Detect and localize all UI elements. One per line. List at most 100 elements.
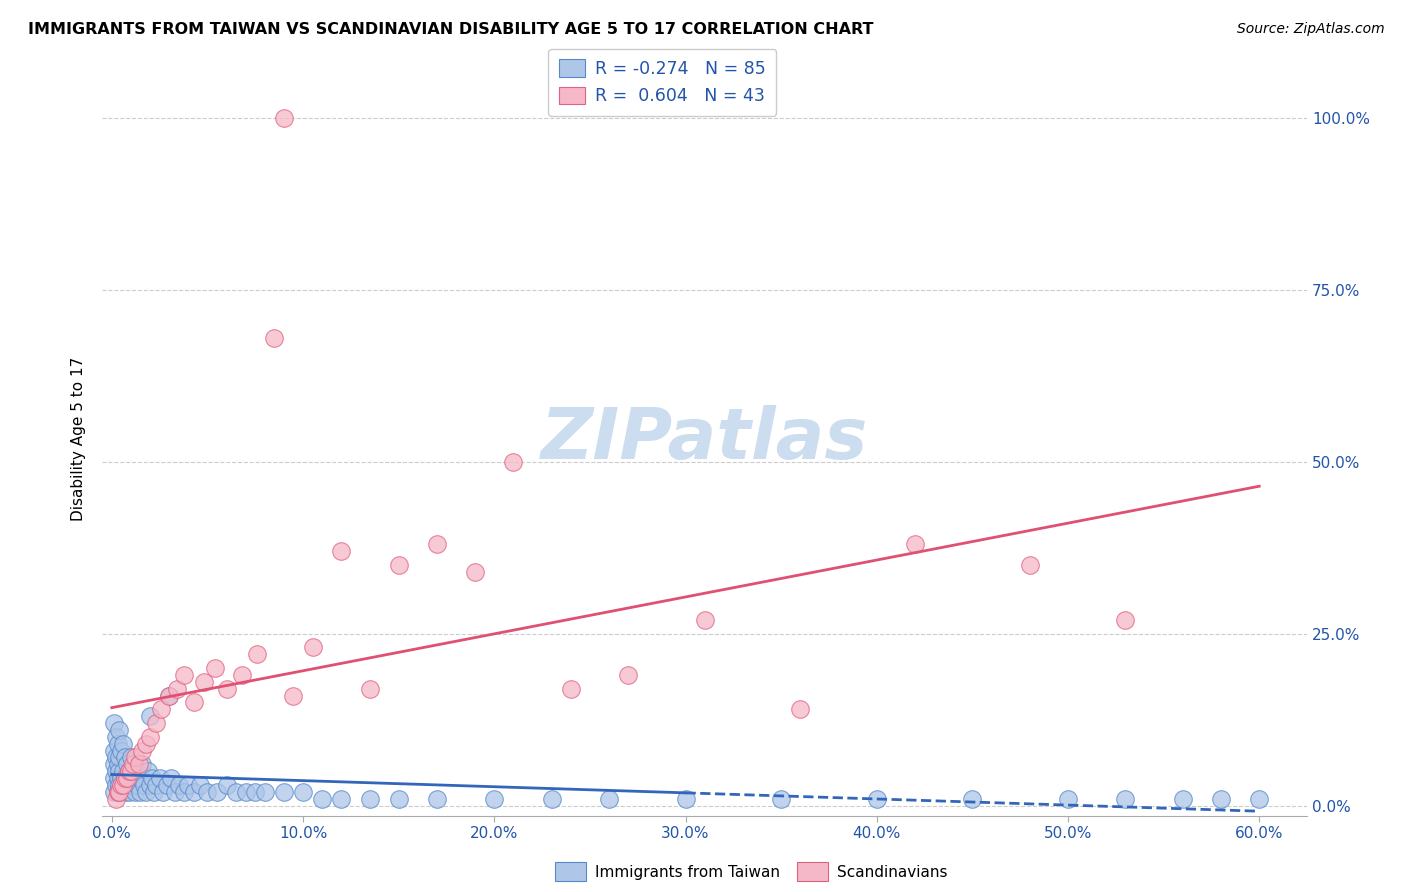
Point [426, 537, 449, 551]
Point [120, 750, 142, 764]
Text: ZIPatlas: ZIPatlas [541, 405, 869, 474]
Point [114, 750, 136, 764]
Point [157, 689, 180, 703]
Point [502, 455, 524, 469]
Point [1171, 791, 1194, 805]
Point [1057, 791, 1080, 805]
Point [112, 764, 135, 779]
Point [235, 785, 257, 799]
Point [484, 791, 506, 805]
Point [115, 771, 138, 785]
Point [311, 791, 333, 805]
Point [359, 681, 381, 696]
Point [128, 764, 150, 779]
Point [789, 702, 811, 716]
Point [115, 757, 138, 772]
Point [108, 778, 131, 792]
Text: Source: ZipAtlas.com: Source: ZipAtlas.com [1237, 22, 1385, 37]
Point [139, 730, 162, 744]
Legend: R = -0.274   N = 85, R =  0.604   N = 43: R = -0.274 N = 85, R = 0.604 N = 43 [548, 49, 776, 116]
Point [134, 778, 156, 792]
Point [1249, 791, 1271, 805]
Point [1114, 791, 1136, 805]
Point [1018, 558, 1040, 572]
Point [183, 785, 205, 799]
Point [292, 785, 315, 799]
Point [108, 723, 131, 737]
Text: Immigrants from Taiwan: Immigrants from Taiwan [595, 865, 780, 880]
Point [167, 778, 190, 792]
Point [173, 668, 195, 682]
Point [107, 771, 129, 785]
Point [675, 791, 697, 805]
Point [160, 771, 183, 785]
Point [426, 791, 449, 805]
Point [131, 743, 153, 757]
Point [617, 668, 640, 682]
Point [121, 757, 143, 772]
Point [108, 785, 131, 799]
Text: Scandinavians: Scandinavians [837, 865, 948, 880]
Point [118, 785, 141, 799]
Point [104, 778, 127, 792]
Point [114, 771, 136, 785]
Point [866, 791, 889, 805]
Point [273, 111, 295, 125]
Point [163, 785, 186, 799]
Point [141, 771, 163, 785]
Point [177, 778, 200, 792]
Point [301, 640, 323, 655]
Point [283, 689, 305, 703]
Point [110, 771, 132, 785]
Point [359, 791, 381, 805]
Point [142, 785, 165, 799]
Point [388, 558, 411, 572]
Point [273, 785, 295, 799]
Point [118, 764, 141, 779]
Point [103, 771, 125, 785]
Point [112, 778, 135, 792]
Point [560, 681, 582, 696]
Y-axis label: Disability Age 5 to 17: Disability Age 5 to 17 [72, 357, 86, 522]
Point [188, 778, 211, 792]
Point [245, 785, 267, 799]
Point [388, 791, 411, 805]
Point [693, 613, 716, 627]
Point [135, 785, 157, 799]
Point [330, 544, 353, 558]
Point [121, 771, 143, 785]
Point [183, 695, 205, 709]
Point [173, 785, 195, 799]
Point [149, 771, 172, 785]
Point [103, 716, 125, 731]
Point [231, 668, 253, 682]
Point [253, 785, 276, 799]
Point [128, 757, 150, 772]
Point [110, 785, 132, 799]
Point [112, 778, 135, 792]
Point [225, 785, 247, 799]
Point [145, 716, 167, 731]
Point [770, 791, 793, 805]
Point [115, 778, 138, 792]
Point [131, 757, 153, 772]
Point [110, 743, 132, 757]
Point [157, 689, 180, 703]
Point [107, 737, 129, 751]
Point [139, 778, 162, 792]
Point [598, 791, 620, 805]
Point [464, 565, 486, 579]
Point [125, 778, 148, 792]
Text: IMMIGRANTS FROM TAIWAN VS SCANDINAVIAN DISABILITY AGE 5 TO 17 CORRELATION CHART: IMMIGRANTS FROM TAIWAN VS SCANDINAVIAN D… [28, 22, 873, 37]
Point [193, 674, 215, 689]
Point [145, 778, 167, 792]
Point [108, 750, 131, 764]
Point [110, 778, 132, 792]
Point [205, 785, 228, 799]
Point [107, 785, 129, 799]
Point [150, 702, 173, 716]
Point [246, 647, 269, 661]
Point [103, 785, 125, 799]
Point [152, 785, 174, 799]
Point [104, 791, 127, 805]
